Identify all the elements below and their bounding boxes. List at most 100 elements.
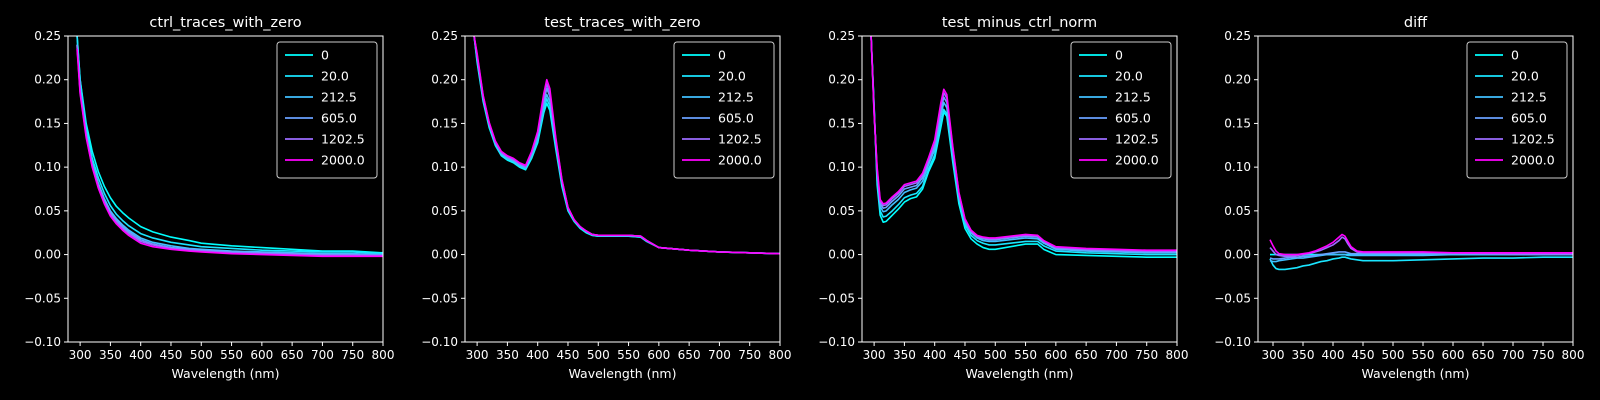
chart-panel-4: 300 350 400 450 500 550 600 650 700 750 800 −0.10 −0… xyxy=(1214,15,1584,381)
x-tick-label: 450 xyxy=(160,348,183,362)
x-tick-label: 500 xyxy=(984,348,1007,362)
x-tick-label: 750 xyxy=(738,348,761,362)
y-tick-label: 0.05 xyxy=(34,204,61,218)
x-tick-label: 550 xyxy=(1412,348,1435,362)
y-tick-label: 0.20 xyxy=(828,73,855,87)
x-tick-label: 350 xyxy=(1292,348,1315,362)
x-tick-label: 400 xyxy=(526,348,549,362)
x-tick-label: 800 xyxy=(1166,348,1189,362)
x-tick-label: 500 xyxy=(1382,348,1405,362)
x-axis-label: Wavelength (nm) xyxy=(966,366,1074,381)
y-tick-label: −0.05 xyxy=(24,291,61,305)
y-tick-label: 0.00 xyxy=(34,248,61,262)
x-tick-label: 650 xyxy=(1472,348,1495,362)
y-tick-label: 0.05 xyxy=(431,204,458,218)
x-tick-label: 750 xyxy=(1532,348,1555,362)
axes-frame xyxy=(1257,35,1574,343)
series-line-2000.0 xyxy=(870,36,1177,251)
y-tick-label: −0.05 xyxy=(818,291,855,305)
chart-panel-2: 300 350 400 450 500 550 600 650 700 750 800 −0.10 −0… xyxy=(421,15,791,381)
y-tick-label: 0.15 xyxy=(1224,116,1251,130)
legend: 0 20.0 212.5 605.0 1202.5 2000.0 xyxy=(276,41,378,179)
x-tick-label: 400 xyxy=(1322,348,1345,362)
x-tick-label: 700 xyxy=(1502,348,1525,362)
series-line-212.5 xyxy=(1269,253,1573,263)
x-tick-label: 650 xyxy=(281,348,304,362)
y-tick-label: −0.05 xyxy=(1214,291,1251,305)
chart-title: test_minus_ctrl_norm xyxy=(942,15,1097,31)
series-line-605.0 xyxy=(1269,251,1573,260)
chart-panel-3: 300 350 400 450 500 550 600 650 700 750 800 −0.10 −0… xyxy=(818,15,1188,381)
series-lines xyxy=(1269,233,1573,271)
y-tick-label: 0.25 xyxy=(828,29,855,43)
chart-title: test_traces_with_zero xyxy=(544,15,701,31)
legend: 0 20.0 212.5 605.0 1202.5 2000.0 xyxy=(1466,41,1568,179)
series-line-2000.0 xyxy=(76,49,383,258)
x-tick-label: 350 xyxy=(496,348,519,362)
legend-label: 212.5 xyxy=(1115,90,1151,105)
legend-label: 1202.5 xyxy=(718,132,762,147)
x-tick-label: 300 xyxy=(1262,348,1285,362)
y-tick-label: 0.00 xyxy=(828,248,855,262)
x-tick-label: 700 xyxy=(708,348,731,362)
y-tick-label: 0.15 xyxy=(828,116,855,130)
x-tick-label: 400 xyxy=(129,348,152,362)
x-tick-label: 800 xyxy=(769,348,792,362)
chart-panel-1: 300 350 400 450 500 550 600 650 700 750 800 −0.10 −0… xyxy=(24,15,394,381)
legend-label: 605.0 xyxy=(1511,111,1547,126)
y-tick-label: 0.20 xyxy=(34,73,61,87)
series-line-0 xyxy=(76,36,383,254)
x-axis-label: Wavelength (nm) xyxy=(569,366,677,381)
x-tick-label: 600 xyxy=(647,348,670,362)
y-tick-label: −0.05 xyxy=(421,291,458,305)
axes-frame xyxy=(861,35,1178,343)
x-tick-label: 700 xyxy=(1105,348,1128,362)
y-tick-label: 0.25 xyxy=(34,29,61,43)
x-tick-label: 300 xyxy=(69,348,92,362)
y-tick-label: 0.20 xyxy=(1224,73,1251,87)
legend-label: 2000.0 xyxy=(321,153,365,168)
y-tick-label: 0.25 xyxy=(431,29,458,43)
y-tick-label: 0.05 xyxy=(1224,204,1251,218)
x-tick-label: 550 xyxy=(220,348,243,362)
axes-frame xyxy=(464,35,781,343)
x-tick-label: 800 xyxy=(1562,348,1585,362)
legend-label: 20.0 xyxy=(718,69,746,84)
series-line-20.0 xyxy=(76,36,383,255)
x-tick-label: 500 xyxy=(587,348,610,362)
y-tick-label: 0.20 xyxy=(431,73,458,87)
axes-frame xyxy=(67,35,384,343)
y-tick-label: 0.10 xyxy=(1224,160,1251,174)
legend-label: 20.0 xyxy=(1511,69,1539,84)
x-tick-label: 550 xyxy=(1014,348,1037,362)
legend-label: 20.0 xyxy=(1115,69,1143,84)
x-tick-label: 300 xyxy=(863,348,886,362)
legend-label: 605.0 xyxy=(321,111,357,126)
chart-title: ctrl_traces_with_zero xyxy=(149,15,301,31)
legend-label: 2000.0 xyxy=(1511,153,1555,168)
x-tick-label: 700 xyxy=(311,348,334,362)
legend-label: 1202.5 xyxy=(1511,132,1555,147)
x-tick-label: 450 xyxy=(557,348,580,362)
x-tick-label: 400 xyxy=(923,348,946,362)
y-tick-label: 0.00 xyxy=(431,248,458,262)
x-tick-label: 450 xyxy=(1352,348,1375,362)
legend-label: 1202.5 xyxy=(1115,132,1159,147)
y-tick-label: −0.10 xyxy=(1214,335,1251,349)
legend-label: 0 xyxy=(321,48,329,63)
series-lines xyxy=(76,36,383,258)
y-tick-label: 0.05 xyxy=(828,204,855,218)
x-axis-label: Wavelength (nm) xyxy=(172,366,280,381)
x-tick-label: 600 xyxy=(250,348,273,362)
legend-label: 1202.5 xyxy=(321,132,365,147)
legend-label: 212.5 xyxy=(321,90,357,105)
legend: 0 20.0 212.5 605.0 1202.5 2000.0 xyxy=(673,41,775,179)
legend-label: 212.5 xyxy=(718,90,754,105)
legend-label: 605.0 xyxy=(718,111,754,126)
series-line-2000.0 xyxy=(1269,233,1573,256)
x-tick-label: 800 xyxy=(372,348,395,362)
legend-label: 2000.0 xyxy=(718,153,762,168)
x-tick-label: 450 xyxy=(954,348,977,362)
y-tick-label: 0.10 xyxy=(828,160,855,174)
